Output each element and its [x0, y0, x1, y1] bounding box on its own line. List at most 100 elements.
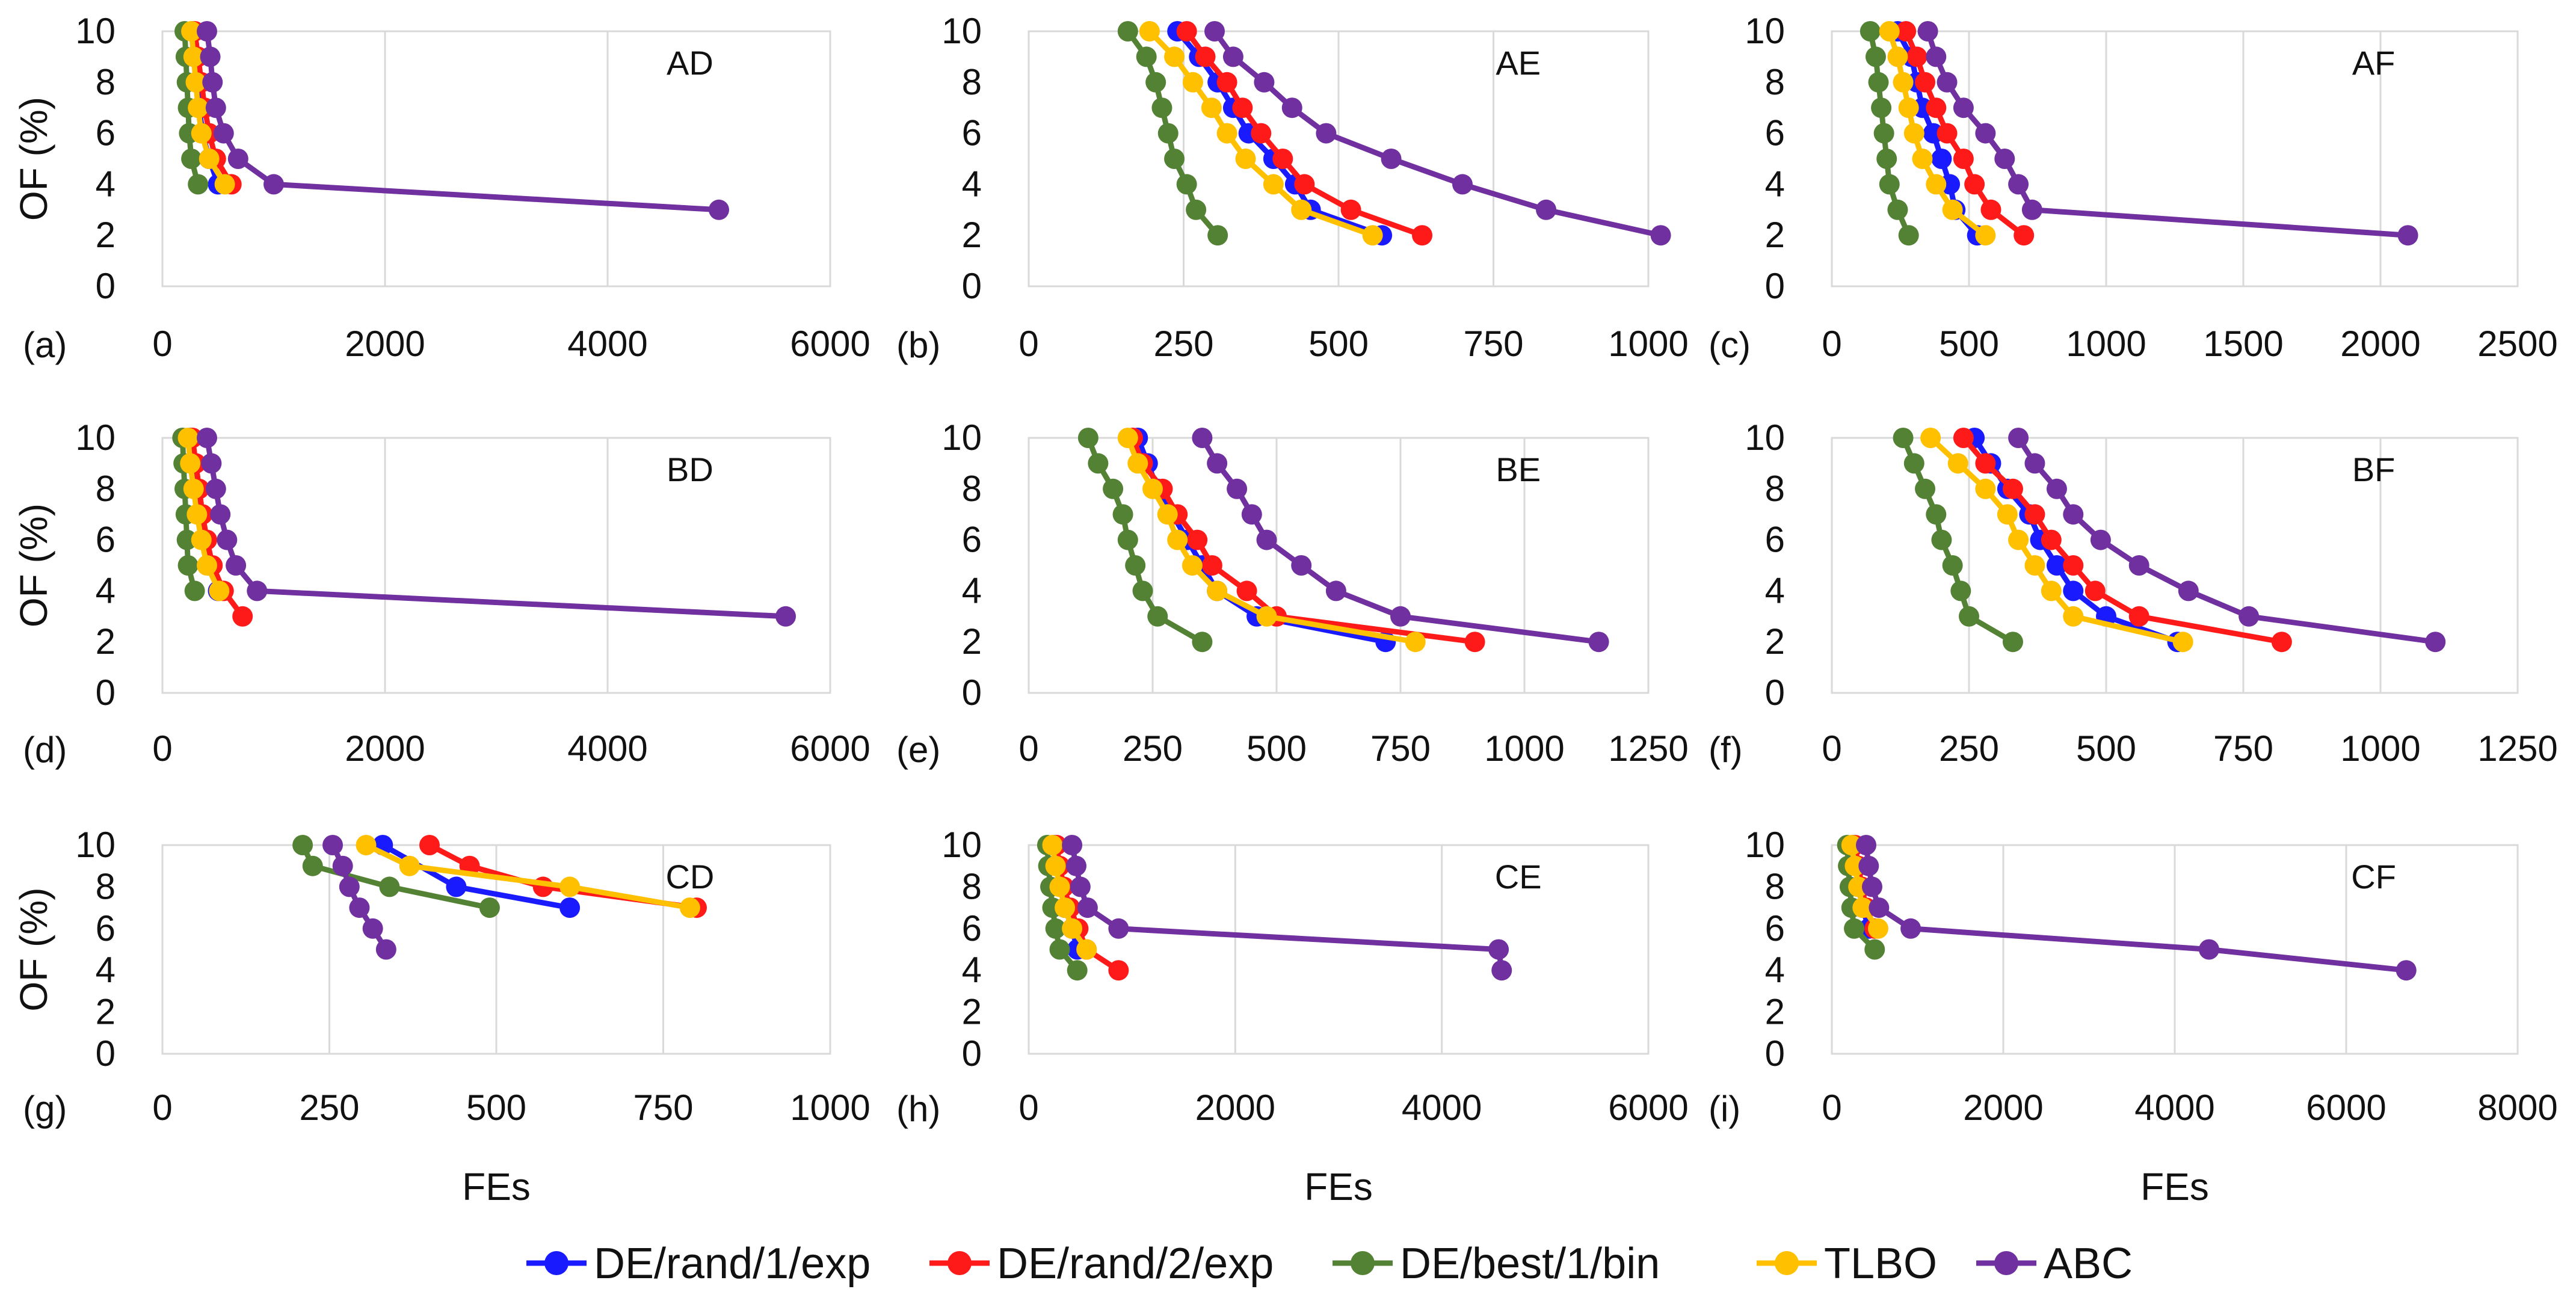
data-point: [1062, 918, 1083, 939]
x-axis-title: FEs: [1304, 1165, 1373, 1208]
data-point: [2008, 529, 2029, 550]
data-point: [1861, 876, 1882, 897]
legend-marker: [1775, 1251, 1799, 1275]
x-tick-label: 1000: [2340, 728, 2420, 769]
x-tick-label: 0: [1822, 1087, 1841, 1128]
data-point: [1887, 46, 1908, 67]
data-point: [1201, 555, 1222, 576]
y-tick-label: 10: [1745, 11, 1785, 51]
data-point: [1076, 939, 1097, 960]
x-tick-label: 250: [1123, 728, 1183, 769]
x-tick-label: 1000: [790, 1087, 870, 1128]
data-point: [302, 855, 323, 876]
data-point: [1860, 21, 1881, 42]
y-tick-label: 2: [1765, 215, 1785, 255]
data-point: [1132, 580, 1153, 601]
data-point: [2063, 606, 2084, 627]
data-point: [1216, 123, 1237, 144]
data-point: [559, 876, 581, 897]
x-tick-label: 1000: [1608, 324, 1688, 364]
data-point: [419, 835, 440, 855]
data-point: [1112, 504, 1133, 525]
data-point: [2178, 580, 2199, 601]
x-tick-label: 2000: [345, 728, 425, 769]
x-tick-label: 1500: [2203, 324, 2283, 364]
data-point: [1959, 606, 1979, 627]
data-point: [1903, 453, 1924, 474]
data-point: [1065, 855, 1086, 876]
data-point: [1254, 72, 1275, 93]
y-tick-label: 0: [1765, 1033, 1785, 1074]
series-line: [1925, 30, 2408, 238]
panel-label: (f): [1709, 730, 1743, 770]
data-point: [1856, 835, 1876, 855]
data-point: [1176, 174, 1197, 195]
x-tick-label: 2000: [2340, 324, 2420, 364]
data-point: [1915, 478, 1936, 499]
data-point: [1222, 46, 1243, 67]
plot-area-frame: [161, 30, 831, 288]
data-point: [1975, 453, 1996, 474]
data-point: [1879, 21, 1900, 42]
data-point: [1650, 225, 1671, 246]
legend: DE/rand/1/exp DE/rand/2/exp DE/best/1/bin T…: [526, 1240, 2133, 1288]
data-point: [2002, 478, 2023, 499]
series-abc: [2008, 428, 2446, 653]
y-tick-label: 8: [96, 866, 116, 906]
data-point: [1920, 428, 1941, 448]
data-point: [1947, 453, 1968, 474]
data-point: [1195, 46, 1216, 67]
data-point: [1232, 97, 1253, 118]
data-point: [226, 555, 247, 576]
data-point: [1235, 149, 1256, 169]
y-tick-label: 2: [962, 992, 982, 1032]
data-point: [2425, 632, 2446, 653]
data-point: [1049, 939, 1070, 960]
data-point: [1164, 149, 1185, 169]
series-de-best-1-bin: [292, 835, 500, 918]
data-point: [227, 149, 248, 169]
legend-entry-de-rand-1-exp: DE/rand/1/exp: [526, 1240, 870, 1288]
series-de-rand-2-exp: [1896, 21, 2035, 246]
x-tick-label: 0: [1018, 324, 1038, 364]
data-point: [2271, 632, 2292, 653]
legend-entry-de-rand-2-exp: DE/rand/2/exp: [929, 1240, 1274, 1288]
y-tick-label: 4: [962, 570, 982, 611]
data-point: [2063, 555, 2084, 576]
data-point: [1491, 960, 1512, 981]
series-abc: [1062, 835, 1512, 981]
data-point: [247, 580, 268, 601]
x-tick-label: 1000: [2066, 324, 2146, 364]
data-point: [1844, 918, 1865, 939]
data-point: [1893, 428, 1914, 448]
series-tlbo: [356, 835, 700, 918]
y-tick-label: 8: [962, 469, 982, 509]
y-tick-label: 6: [96, 908, 116, 949]
data-point: [339, 876, 360, 897]
series-line: [1212, 29, 1662, 238]
x-tick-label: 500: [1246, 728, 1307, 769]
data-point: [1256, 529, 1277, 550]
data-point: [1953, 97, 1974, 118]
y-tick-label: 8: [1765, 866, 1785, 906]
data-point: [205, 97, 226, 118]
x-tick-label: 1000: [1484, 728, 1564, 769]
data-point: [200, 46, 221, 67]
data-point: [1340, 199, 1361, 220]
x-tick-label: 0: [152, 324, 172, 364]
y-tick-label: 8: [962, 62, 982, 102]
data-point: [1291, 199, 1312, 220]
x-tick-label: 4000: [567, 728, 647, 769]
data-point: [1108, 918, 1129, 939]
data-point: [1953, 428, 1974, 448]
x-tick-label: 0: [1822, 324, 1841, 364]
data-point: [1192, 632, 1213, 653]
data-point: [1136, 46, 1157, 67]
data-point: [1381, 149, 1402, 169]
data-point: [1942, 199, 1963, 220]
y-tick-label: 2: [1765, 621, 1785, 662]
series-tlbo: [1117, 428, 1426, 653]
x-tick-label: 2000: [345, 324, 425, 364]
x-tick-label: 0: [152, 1087, 172, 1128]
